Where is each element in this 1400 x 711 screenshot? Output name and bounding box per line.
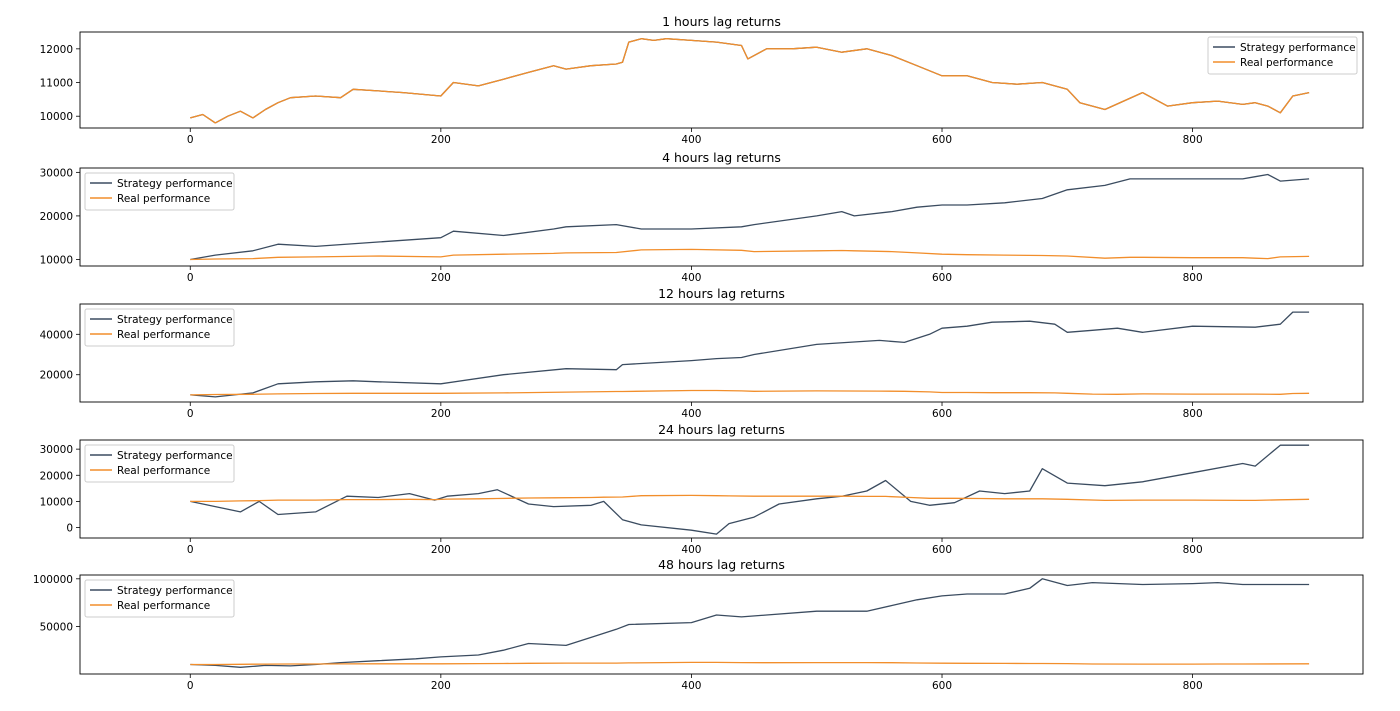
subplot-title: 12 hours lag returns	[658, 286, 785, 301]
axes-frame	[79, 439, 1364, 539]
real-performance-line	[190, 661, 1310, 666]
x-tick-label: 0	[187, 408, 194, 420]
legend: Strategy performance Real performance	[84, 579, 235, 618]
legend-label: Strategy performance	[117, 585, 233, 597]
subplot-3: 12 hours lag returns 0 200 400 600 800 20000 40…	[40, 286, 1364, 420]
subplot-title: 4 hours lag returns	[662, 150, 781, 165]
real-performance-line	[190, 494, 1310, 503]
x-tick-label: 600	[932, 134, 952, 146]
x-tick-label: 400	[681, 272, 701, 284]
subplot-5: 48 hours lag returns 0 200 400 600 800 50000 10…	[33, 557, 1364, 692]
y-tick-label: 30000	[40, 444, 73, 456]
y-tick-label: 50000	[40, 621, 73, 633]
y-tick-label: 10000	[40, 496, 73, 508]
x-tick-label: 0	[187, 134, 194, 146]
strategy-performance-line	[190, 173, 1310, 261]
legend-label: Real performance	[117, 465, 210, 477]
y-tick-label: 40000	[40, 329, 73, 341]
legend: Strategy performance Real performance	[84, 444, 235, 483]
x-tick-label: 200	[431, 544, 451, 556]
legend-label: Strategy performance	[117, 178, 233, 190]
legend: Strategy performance Real performance	[84, 172, 235, 211]
x-tick-label: 800	[1183, 544, 1203, 556]
y-tick-label: 20000	[40, 211, 73, 223]
x-tick-label: 800	[1183, 680, 1203, 692]
subplot-title: 48 hours lag returns	[658, 557, 785, 572]
y-tick-label: 12000	[40, 44, 73, 56]
x-tick-label: 0	[187, 272, 194, 284]
legend-label: Real performance	[117, 193, 210, 205]
x-tick-label: 400	[681, 408, 701, 420]
x-tick-label: 600	[932, 272, 952, 284]
x-tick-label: 0	[187, 680, 194, 692]
subplot-2: 4 hours lag returns 0 200 400 600 800 10000 200…	[40, 150, 1364, 284]
axes-frame	[79, 31, 1364, 129]
y-tick-label: 11000	[40, 78, 73, 90]
strategy-performance-line	[190, 311, 1310, 398]
legend-box	[1207, 36, 1358, 75]
y-tick-label: 10000	[40, 254, 73, 266]
legend-label: Strategy performance	[1240, 42, 1356, 54]
x-tick-label: 400	[681, 134, 701, 146]
y-tick-label: 20000	[40, 470, 73, 482]
strategy-performance-line	[190, 444, 1310, 535]
subplot-1: 1 hours lag returns 0 200 400 600 800 10000 110…	[40, 14, 1364, 146]
x-tick-label: 200	[431, 680, 451, 692]
y-tick-label: 100000	[33, 574, 73, 586]
axes-frame	[79, 167, 1364, 267]
x-tick-label: 800	[1183, 134, 1203, 146]
legend-box	[84, 579, 235, 618]
legend-box	[84, 444, 235, 483]
y-tick-label: 20000	[40, 370, 73, 382]
strategy-performance-line	[190, 578, 1310, 668]
x-tick-label: 400	[681, 544, 701, 556]
x-tick-label: 600	[932, 408, 952, 420]
legend-label: Strategy performance	[117, 314, 233, 326]
x-tick-label: 200	[431, 272, 451, 284]
subplot-title: 1 hours lag returns	[662, 14, 781, 29]
y-tick-label: 10000	[40, 111, 73, 123]
subplot-4: 24 hours lag returns 0 200 400 600 800 0 10000 2…	[40, 422, 1364, 556]
x-tick-label: 400	[681, 680, 701, 692]
x-tick-label: 0	[187, 544, 194, 556]
x-tick-label: 600	[932, 544, 952, 556]
real-performance-line	[190, 389, 1310, 396]
y-tick-label: 0	[66, 523, 73, 535]
real-performance-line	[190, 38, 1310, 124]
legend-label: Strategy performance	[117, 450, 233, 462]
real-performance-line	[190, 248, 1310, 261]
x-tick-label: 800	[1183, 272, 1203, 284]
axes-frame	[79, 574, 1364, 675]
x-tick-label: 200	[431, 408, 451, 420]
legend-box	[84, 172, 235, 211]
legend: Strategy performance Real performance	[84, 308, 235, 347]
legend: Strategy performance Real performance	[1207, 36, 1358, 75]
legend-box	[84, 308, 235, 347]
legend-label: Real performance	[117, 329, 210, 341]
y-tick-label: 30000	[40, 167, 73, 179]
strategy-performance-line	[190, 38, 1310, 124]
x-tick-label: 200	[431, 134, 451, 146]
subplot-title: 24 hours lag returns	[658, 422, 785, 437]
x-tick-label: 600	[932, 680, 952, 692]
legend-label: Real performance	[117, 600, 210, 612]
x-tick-label: 800	[1183, 408, 1203, 420]
legend-label: Real performance	[1240, 57, 1333, 69]
axes-frame	[79, 303, 1364, 403]
